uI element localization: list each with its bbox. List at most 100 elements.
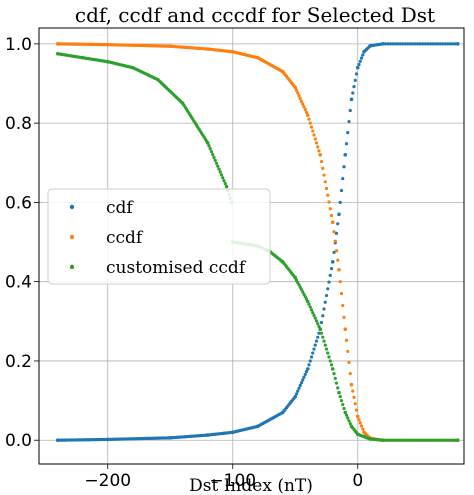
legend-marker	[69, 264, 75, 270]
data-point	[380, 438, 385, 443]
data-point	[347, 360, 351, 365]
data-point	[431, 42, 435, 46]
data-point	[408, 42, 412, 46]
data-point	[342, 315, 346, 319]
data-point	[354, 408, 359, 412]
x-tick-label: 0	[352, 471, 363, 491]
data-point	[428, 42, 432, 46]
data-point	[451, 438, 455, 442]
data-point	[361, 53, 365, 57]
data-point	[428, 438, 432, 442]
data-point	[318, 153, 323, 157]
data-point	[393, 438, 397, 442]
data-point	[386, 42, 390, 46]
y-tick-label: 0.4	[5, 273, 32, 293]
data-point	[312, 347, 316, 351]
data-point	[301, 378, 305, 382]
data-point	[307, 363, 311, 367]
data-point	[338, 280, 342, 284]
data-point	[441, 42, 445, 46]
data-point	[406, 438, 410, 442]
data-point	[418, 438, 422, 442]
data-point	[343, 327, 348, 332]
data-point	[326, 351, 330, 355]
tick-group: −200 −100 0 0.0 0.2 0.4 0.6 0.8 1.0	[5, 35, 363, 491]
data-point	[398, 438, 402, 442]
data-point	[297, 94, 301, 98]
data-point	[328, 359, 332, 363]
legend-label: cdf	[106, 198, 134, 218]
data-point	[416, 42, 420, 46]
legend-box	[47, 188, 271, 285]
data-point	[294, 88, 299, 92]
data-point	[218, 170, 222, 174]
y-tick-label: 1.0	[5, 35, 32, 55]
data-point	[353, 78, 357, 82]
data-point	[341, 177, 345, 181]
data-point	[411, 42, 415, 46]
data-point	[329, 363, 334, 367]
data-point	[323, 300, 327, 304]
data-point	[330, 220, 335, 225]
data-point	[311, 129, 315, 133]
data-point	[421, 438, 425, 442]
data-point	[426, 42, 430, 46]
data-point	[448, 42, 452, 46]
data-point	[453, 42, 457, 46]
data-point	[327, 200, 331, 204]
data-point	[403, 42, 407, 46]
data-point	[311, 351, 315, 355]
data-point	[217, 167, 221, 171]
data-point	[296, 280, 300, 285]
data-point	[305, 113, 310, 117]
data-point	[298, 96, 302, 101]
data-point	[305, 367, 310, 371]
data-point	[322, 339, 326, 343]
data-point	[317, 331, 321, 335]
data-point	[321, 314, 325, 318]
data-point	[357, 418, 361, 422]
legend-label: customised ccdf	[106, 258, 247, 278]
data-point	[336, 386, 340, 390]
data-point	[207, 144, 211, 148]
data-point	[224, 184, 229, 189]
data-point	[337, 212, 341, 217]
data-point	[334, 381, 339, 385]
data-point	[357, 62, 361, 67]
data-point	[338, 395, 342, 399]
data-point	[302, 292, 306, 296]
data-point	[346, 131, 350, 135]
data-point	[341, 303, 345, 308]
data-point	[347, 119, 351, 124]
data-point	[298, 285, 302, 289]
data-point	[302, 375, 306, 379]
data-point	[446, 42, 450, 46]
data-point	[343, 410, 348, 415]
data-point	[386, 438, 390, 442]
data-point	[298, 383, 302, 388]
data-point	[418, 42, 422, 46]
data-point	[431, 438, 435, 442]
data-point	[312, 313, 316, 317]
data-point	[221, 176, 225, 180]
data-point	[355, 65, 360, 70]
data-point	[332, 372, 336, 376]
plot-frame	[38, 27, 465, 465]
data-point	[411, 438, 415, 442]
data-point	[322, 173, 326, 177]
legend-marker	[69, 234, 75, 240]
data-point	[222, 179, 226, 183]
data-point	[327, 280, 331, 284]
data-point	[319, 159, 324, 164]
data-point	[349, 382, 354, 387]
data-point	[401, 42, 405, 46]
data-point	[453, 438, 457, 442]
data-point	[332, 230, 336, 234]
data-point	[323, 343, 327, 347]
data-point	[319, 320, 324, 325]
data-point	[443, 438, 447, 442]
series-cdf	[55, 42, 460, 443]
data-point	[416, 438, 420, 442]
data-point	[304, 110, 309, 115]
data-point	[354, 72, 359, 76]
